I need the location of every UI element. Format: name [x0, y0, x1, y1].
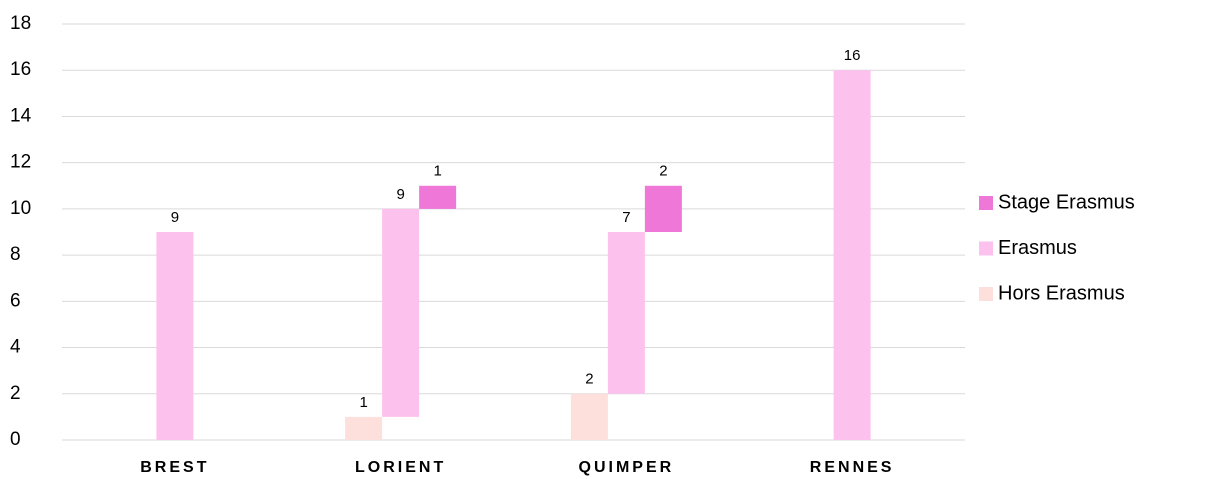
y-tick-label: 12	[10, 152, 31, 173]
data-label: 16	[844, 47, 861, 64]
x-tick-label: LORIENT	[355, 459, 446, 476]
y-tick-label: 16	[10, 59, 31, 80]
bar	[644, 185, 682, 232]
bar	[156, 232, 194, 440]
data-label: 2	[585, 371, 593, 388]
y-tick-label: 4	[10, 337, 21, 358]
legend-label: Stage Erasmus	[998, 191, 1135, 213]
y-tick-label: 0	[10, 429, 21, 450]
legend-label: Hors Erasmus	[998, 282, 1125, 304]
data-label: 1	[433, 163, 441, 180]
data-label: 1	[359, 394, 367, 411]
legend-swatch	[979, 287, 993, 301]
x-tick-label: BREST	[140, 459, 209, 476]
x-tick-label: QUIMPER	[579, 459, 675, 476]
legend-label: Erasmus	[998, 237, 1077, 259]
y-tick-label: 10	[10, 198, 31, 219]
bar	[382, 208, 420, 417]
bar	[345, 416, 383, 440]
y-tick-label: 18	[10, 13, 31, 34]
y-tick-label: 14	[10, 105, 32, 126]
data-label: 9	[171, 209, 179, 226]
data-label: 7	[622, 209, 630, 226]
legend-swatch	[979, 241, 993, 256]
y-tick-label: 6	[10, 290, 21, 311]
bar	[419, 185, 457, 209]
y-tick-label: 8	[10, 244, 21, 265]
y-tick-label: 2	[10, 383, 21, 404]
bar	[570, 393, 608, 440]
bar	[607, 232, 645, 394]
x-tick-label: RENNES	[810, 459, 895, 476]
legend-swatch	[979, 196, 993, 210]
data-label: 2	[659, 163, 667, 180]
data-label: 9	[396, 186, 404, 203]
bar	[833, 70, 871, 440]
